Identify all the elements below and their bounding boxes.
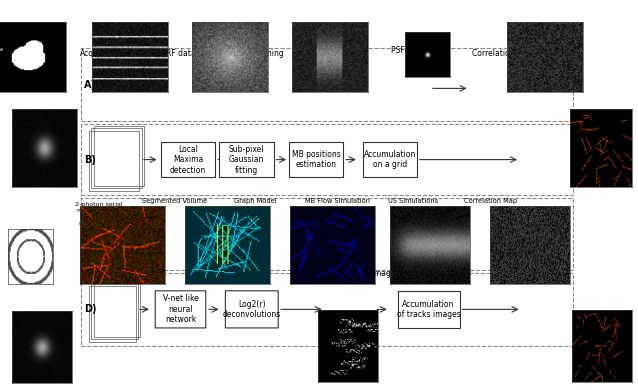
FancyBboxPatch shape xyxy=(155,291,206,328)
FancyBboxPatch shape xyxy=(362,142,417,177)
Text: Log2(r)
deconvolutions: Log2(r) deconvolutions xyxy=(223,300,281,319)
Bar xyxy=(91,128,142,188)
Text: PSF Correlation: PSF Correlation xyxy=(391,46,450,55)
Bar xyxy=(81,48,573,121)
Text: mouse brain: mouse brain xyxy=(80,221,119,226)
Bar xyxy=(81,124,573,195)
Text: RF data: RF data xyxy=(166,49,195,58)
Bar xyxy=(91,284,138,339)
Text: Sub-pixel
Gaussian
fitting: Sub-pixel Gaussian fitting xyxy=(228,145,264,174)
Text: Segmented Volume: Segmented Volume xyxy=(142,198,207,204)
Text: Beamforming: Beamforming xyxy=(232,49,284,58)
Text: V-net like
neural
network: V-net like neural network xyxy=(163,294,198,324)
Text: A): A) xyxy=(84,80,96,90)
Text: C): C) xyxy=(84,230,96,240)
Text: Graph Model: Graph Model xyxy=(234,198,277,204)
FancyBboxPatch shape xyxy=(219,142,274,177)
Bar xyxy=(89,286,135,342)
Text: an ex-vivo: an ex-vivo xyxy=(83,215,115,220)
Bar xyxy=(94,282,140,337)
Bar xyxy=(94,126,144,186)
Text: Correlation Map: Correlation Map xyxy=(471,49,533,58)
Text: Accumulation
of tracks images: Accumulation of tracks images xyxy=(397,300,461,319)
Bar xyxy=(81,273,573,346)
FancyBboxPatch shape xyxy=(289,142,343,177)
Text: MB Flow Simulation: MB Flow Simulation xyxy=(304,198,369,204)
Bar xyxy=(89,131,140,191)
Bar xyxy=(81,199,573,270)
Text: Accumulation
on a grid: Accumulation on a grid xyxy=(364,150,416,169)
Text: 2-photon serial: 2-photon serial xyxy=(75,202,123,207)
FancyBboxPatch shape xyxy=(225,291,278,328)
Text: MB positions
estimation: MB positions estimation xyxy=(292,150,341,169)
FancyBboxPatch shape xyxy=(161,142,216,177)
Text: D): D) xyxy=(84,303,97,314)
Text: Local
Maxima
detection: Local Maxima detection xyxy=(170,145,206,174)
Text: B): B) xyxy=(84,155,96,165)
Text: Tissue Removal: Tissue Removal xyxy=(306,49,366,58)
Text: US Simulations: US Simulations xyxy=(388,198,438,204)
Text: Correlation Map: Correlation Map xyxy=(464,198,517,204)
Text: Acquisition: Acquisition xyxy=(80,49,122,58)
Text: Binary Track Image: Binary Track Image xyxy=(322,269,396,278)
Text: microscopy of: microscopy of xyxy=(77,208,121,213)
FancyBboxPatch shape xyxy=(397,291,459,328)
